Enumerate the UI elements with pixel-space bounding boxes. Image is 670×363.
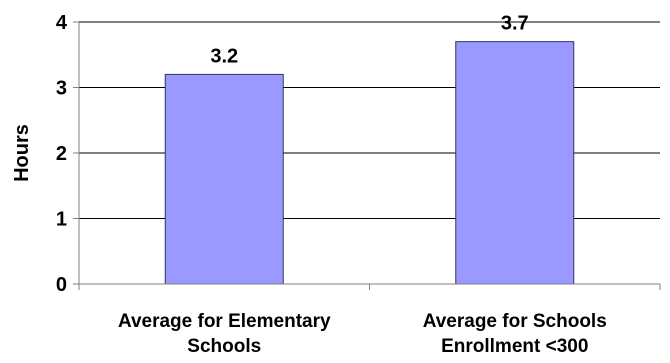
y-tick-label: 0: [56, 274, 67, 296]
bar: [164, 73, 284, 285]
bars: [164, 41, 575, 285]
x-tick-label: Average for Schools: [423, 311, 607, 332]
data-label: 3.2: [210, 45, 238, 67]
data-label: 3.7: [501, 13, 529, 35]
x-tick-label: Average for Elementary: [118, 311, 331, 332]
bar: [455, 41, 575, 285]
y-tick-label: 3: [56, 78, 67, 100]
y-tick-label: 2: [56, 143, 67, 165]
x-tick-label: Enrollment <300: [441, 336, 588, 357]
y-tick-label: 1: [56, 209, 67, 231]
labels: 0 1 2 3 4 3.2 Average for Elementary Schools 3.7…: [11, 12, 607, 357]
axes: [73, 21, 661, 290]
y-tick-label: 4: [56, 12, 68, 34]
x-tick-label: Schools: [187, 336, 261, 357]
y-axis-title: Hours: [11, 124, 33, 182]
